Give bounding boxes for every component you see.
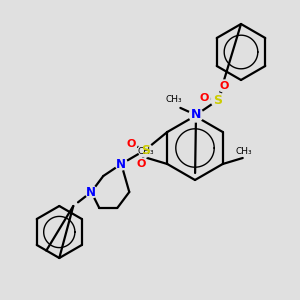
Text: CH₃: CH₃ bbox=[236, 147, 252, 156]
Text: N: N bbox=[191, 109, 201, 122]
Circle shape bbox=[189, 108, 203, 122]
Circle shape bbox=[135, 158, 147, 170]
Circle shape bbox=[218, 80, 230, 92]
Circle shape bbox=[125, 138, 137, 150]
Circle shape bbox=[115, 158, 127, 170]
Circle shape bbox=[211, 93, 225, 107]
Text: CH₃: CH₃ bbox=[166, 95, 182, 104]
Text: N: N bbox=[86, 185, 96, 199]
Text: O: O bbox=[127, 139, 136, 149]
Circle shape bbox=[85, 186, 97, 198]
Text: S: S bbox=[141, 143, 150, 157]
Text: O: O bbox=[219, 81, 229, 91]
Text: S: S bbox=[214, 94, 223, 106]
Text: N: N bbox=[116, 158, 126, 170]
Circle shape bbox=[138, 143, 152, 157]
Text: CH₃: CH₃ bbox=[138, 147, 154, 156]
Text: O: O bbox=[199, 93, 209, 103]
Circle shape bbox=[198, 92, 210, 104]
Text: O: O bbox=[136, 159, 146, 169]
